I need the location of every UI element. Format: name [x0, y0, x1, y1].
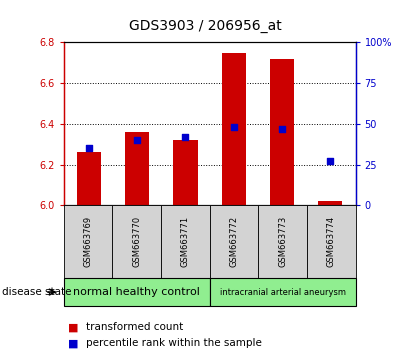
- Point: [182, 134, 189, 140]
- Text: GSM663773: GSM663773: [278, 216, 287, 267]
- Point: [86, 145, 92, 151]
- Bar: [270, 59, 294, 205]
- Point: [327, 159, 333, 164]
- Text: ■: ■: [68, 338, 79, 348]
- Bar: [222, 53, 246, 205]
- Text: disease state: disease state: [2, 287, 72, 297]
- Bar: [77, 152, 101, 205]
- Text: GSM663774: GSM663774: [327, 216, 336, 267]
- Bar: [125, 132, 149, 205]
- Point: [134, 137, 141, 143]
- Bar: [318, 201, 342, 205]
- Text: GSM663771: GSM663771: [181, 216, 190, 267]
- Text: GSM663769: GSM663769: [83, 216, 92, 267]
- Text: percentile rank within the sample: percentile rank within the sample: [86, 338, 262, 348]
- Bar: [173, 140, 198, 205]
- Point: [279, 126, 285, 132]
- Text: GDS3903 / 206956_at: GDS3903 / 206956_at: [129, 19, 282, 34]
- Text: normal healthy control: normal healthy control: [73, 287, 200, 297]
- Text: transformed count: transformed count: [86, 322, 184, 332]
- Text: ■: ■: [68, 322, 79, 332]
- Text: intracranial arterial aneurysm: intracranial arterial aneurysm: [219, 287, 346, 297]
- Point: [231, 124, 237, 130]
- Text: GSM663772: GSM663772: [229, 216, 238, 267]
- Text: GSM663770: GSM663770: [132, 216, 141, 267]
